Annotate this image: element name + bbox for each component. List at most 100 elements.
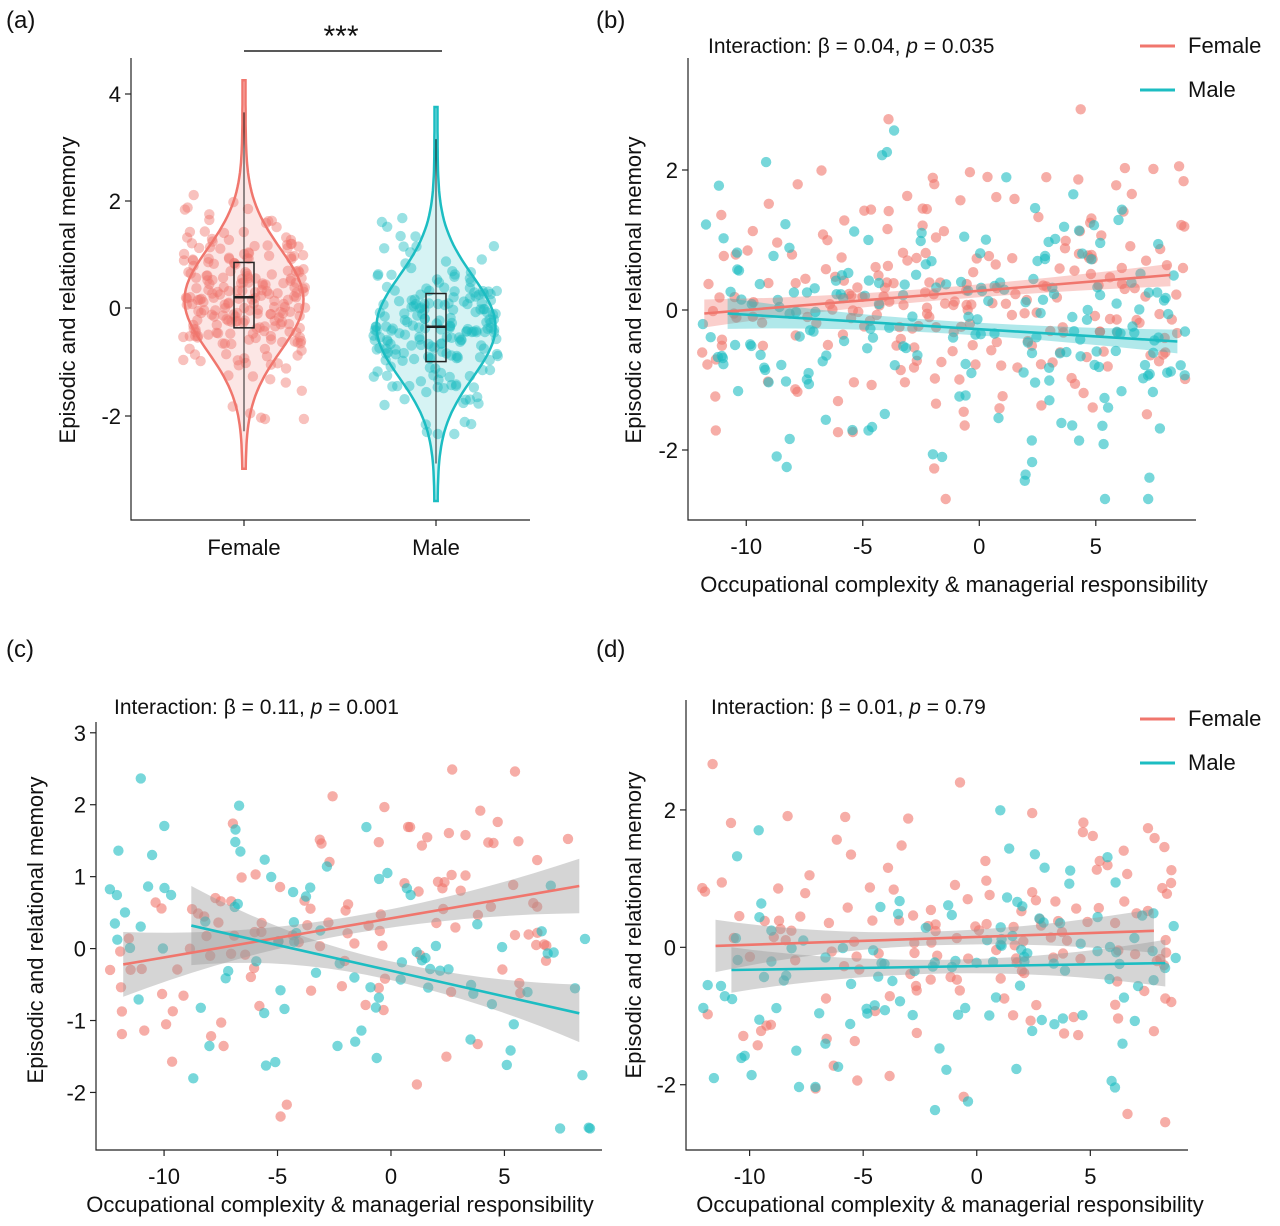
scatter-point-female [1116, 262, 1128, 274]
panel-d-axes [685, 700, 1188, 1151]
scatter-point-male [1044, 375, 1055, 386]
scatter-point-female [156, 988, 168, 1000]
scatter-point-female [718, 250, 729, 262]
jitter-point [219, 338, 231, 349]
scatter-point-female [1161, 260, 1173, 271]
scatter-point-male [963, 311, 974, 322]
scatter-point-female [302, 920, 313, 931]
b-x-axis-title: Occupational complexity & managerial res… [700, 572, 1207, 597]
scatter-point-female [201, 930, 212, 942]
scatter-point-female [160, 1019, 172, 1030]
scatter-point-male [1147, 945, 1158, 957]
scatter-point-male [700, 219, 712, 230]
scatter-point-male [135, 773, 146, 784]
b-annot-p: p [905, 35, 918, 58]
scatter-point-male [1044, 395, 1055, 406]
jitter-point [184, 226, 196, 238]
scatter-point-female [964, 167, 976, 178]
scatter-point-male [1139, 359, 1151, 371]
c-x-axis-title: Occupational complexity & managerial res… [86, 1192, 593, 1217]
jitter-point [446, 317, 458, 329]
scatter-point-male [289, 936, 300, 947]
jitter-point [292, 350, 303, 361]
scatter-point-male [259, 854, 270, 865]
scatter-point-male [820, 1038, 831, 1049]
jitter-point [298, 413, 310, 425]
scatter-point-female [1141, 409, 1153, 420]
jitter-point [275, 306, 286, 318]
jitter-point [476, 298, 487, 309]
ytick-label: 3 [74, 721, 86, 746]
scatter-point-male [907, 1009, 918, 1021]
scatter-point-male [1067, 311, 1078, 323]
scatter-point-female [986, 345, 997, 356]
scatter-point-male [873, 277, 885, 289]
scatter-point-female [314, 941, 326, 952]
scatter-point-female [968, 267, 979, 278]
scatter-point-female [959, 420, 970, 431]
scatter-point-female [1019, 308, 1030, 319]
jitter-point [432, 428, 443, 440]
scatter-point-female [747, 225, 758, 237]
scatter-point-male [536, 926, 547, 937]
xtick-label: 0 [971, 1164, 983, 1189]
jitter-point [454, 336, 466, 347]
jitter-point [196, 307, 207, 319]
jitter-point [285, 273, 297, 284]
xtick-label: -10 [734, 1164, 766, 1189]
scatter-point-female [773, 883, 784, 894]
scatter-point-female [1085, 268, 1097, 280]
scatter-point-male [1043, 362, 1055, 373]
scatter-point-female [870, 261, 881, 273]
scatter-point-female [697, 347, 708, 358]
jitter-point [179, 204, 191, 215]
scatter-point-female [240, 949, 251, 960]
jitter-point [390, 349, 401, 360]
scatter-point-male [984, 1010, 995, 1021]
scatter-point-male [1102, 852, 1113, 863]
scatter-point-female [123, 933, 134, 944]
scatter-point-female [1159, 841, 1170, 853]
panel-a-plot [178, 78, 503, 503]
jitter-point [192, 315, 203, 326]
scatter-point-female [703, 278, 714, 290]
scatter-point-female [1102, 860, 1113, 871]
scatter-point-male [1035, 307, 1046, 319]
panel-d-plot: -10 -5 0 5 2 0 -2 [656, 758, 1181, 1189]
scatter-point-male [1143, 287, 1155, 298]
scatter-point-female [497, 964, 508, 975]
scatter-point-female [1129, 949, 1141, 960]
jitter-point [472, 391, 483, 403]
scatter-point-male [382, 867, 393, 879]
jitter-point [265, 309, 276, 320]
panel-b-plot: -10 -5 0 5 2 0 -2 [658, 104, 1191, 559]
scatter-point-male [995, 922, 1006, 933]
scatter-point-female [790, 278, 801, 289]
scatter-point-male [349, 972, 360, 983]
legend-label-male: Male [1188, 77, 1236, 102]
scatter-point-male [778, 975, 789, 986]
scatter-point-male [887, 975, 898, 987]
jitter-point [447, 266, 458, 277]
scatter-point-female [1058, 1028, 1070, 1039]
ci-band-female [704, 263, 1171, 328]
scatter-point-male [1160, 292, 1171, 304]
jitter-point [232, 285, 243, 296]
scatter-point-male [821, 350, 832, 361]
scatter-point-female [125, 964, 136, 975]
jitter-point [198, 305, 210, 316]
scatter-point-male [1175, 360, 1186, 371]
scatter-point-male [1137, 910, 1148, 921]
scatter-point-female [1087, 830, 1099, 842]
scatter-point-male [863, 275, 875, 286]
jitter-point [184, 331, 195, 342]
jitter-point [247, 371, 259, 382]
scatter-point-male [542, 948, 553, 959]
scatter-point-male [1049, 1018, 1060, 1030]
jitter-point [204, 209, 215, 220]
jitter-point [199, 226, 210, 237]
jitter-point [223, 315, 234, 326]
jitter-point [372, 366, 383, 377]
scatter-point-female [734, 910, 745, 922]
scatter-point-female [716, 877, 727, 888]
